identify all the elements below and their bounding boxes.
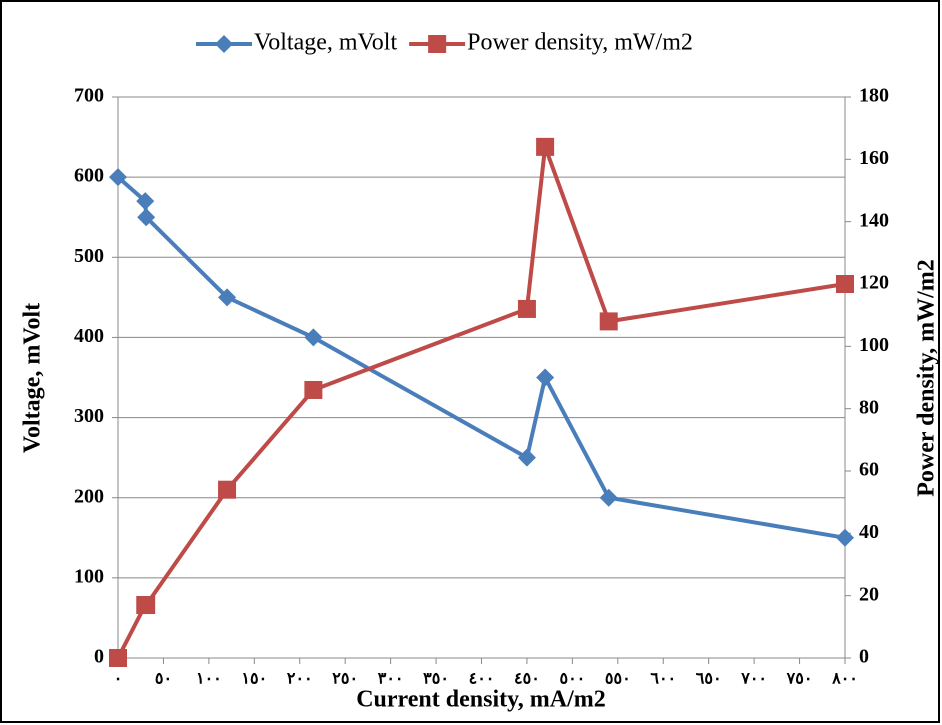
marker [536,368,555,387]
marker [517,299,536,318]
x-tick-label: ٢٠٠ [287,671,313,688]
marker [836,528,854,547]
marker [599,488,618,507]
x-tick-label: ٧٥٠ [786,671,813,688]
y-tick-label: 600 [74,165,104,187]
y2-tick-label: 0 [859,646,869,668]
x-tick-label: ٧٠٠ [740,671,767,688]
y2-tick-label: 120 [859,272,889,294]
y2-tick-label: 80 [859,396,879,418]
y-tick-label: 200 [74,485,104,507]
marker [536,137,555,156]
y2-axis-title: Power density, mW/m2 [914,259,940,497]
x-tick-label: ٥٠٠ [559,671,585,688]
marker [599,312,618,331]
legend-marker [215,35,233,53]
y2-tick-label: 100 [859,334,889,356]
x-tick-label: ٣٠٠ [378,671,404,688]
y-tick-label: 300 [74,405,104,427]
legend-label: Power density, mW/m2 [467,30,693,56]
x-tick-label: ٢٥٠ [332,671,358,688]
x-tick-label: ٠ [114,671,123,688]
marker [109,168,127,187]
y2-tick-label: 180 [859,85,889,107]
marker [136,192,155,211]
marker [836,275,854,293]
y-tick-label: 500 [74,245,104,267]
x-tick-label: ٦٠٠ [650,671,676,688]
marker [109,649,127,667]
marker [137,596,156,615]
marker [304,380,323,399]
y-axis-title: Voltage, mVolt [20,303,46,453]
y2-tick-label: 160 [859,147,889,169]
x-tick-label: ٤٠٠ [469,671,495,688]
marker [304,328,323,347]
x-axis-title: Current density, mA/m2 [356,687,606,713]
x-tick-label: ١٠٠ [196,671,222,688]
y2-tick-label: 20 [859,583,879,605]
x-tick-label: ٣٥٠ [423,671,449,688]
y-tick-label: 700 [74,85,104,107]
x-tick-label: ٨٠٠ [831,671,858,688]
x-tick-label: ٥٠ [155,671,172,688]
y-tick-label: 100 [74,565,104,587]
x-tick-label: ٦٥٠ [696,671,722,688]
legend-marker [428,35,447,53]
marker [218,480,237,499]
marker [218,288,237,307]
x-tick-label: ١٥٠ [241,671,267,688]
y2-tick-label: 140 [859,209,889,231]
marker [137,208,156,227]
legend-label: Voltage, mVolt [254,30,397,56]
y2-tick-label: 40 [859,521,879,543]
y-tick-label: 400 [74,325,104,347]
y2-tick-label: 60 [859,459,879,481]
x-tick-label: ٤٥٠ [514,671,540,688]
y-tick-label: 0 [94,646,104,668]
x-tick-label: ٥٥٠ [605,671,631,688]
marker [517,448,536,467]
